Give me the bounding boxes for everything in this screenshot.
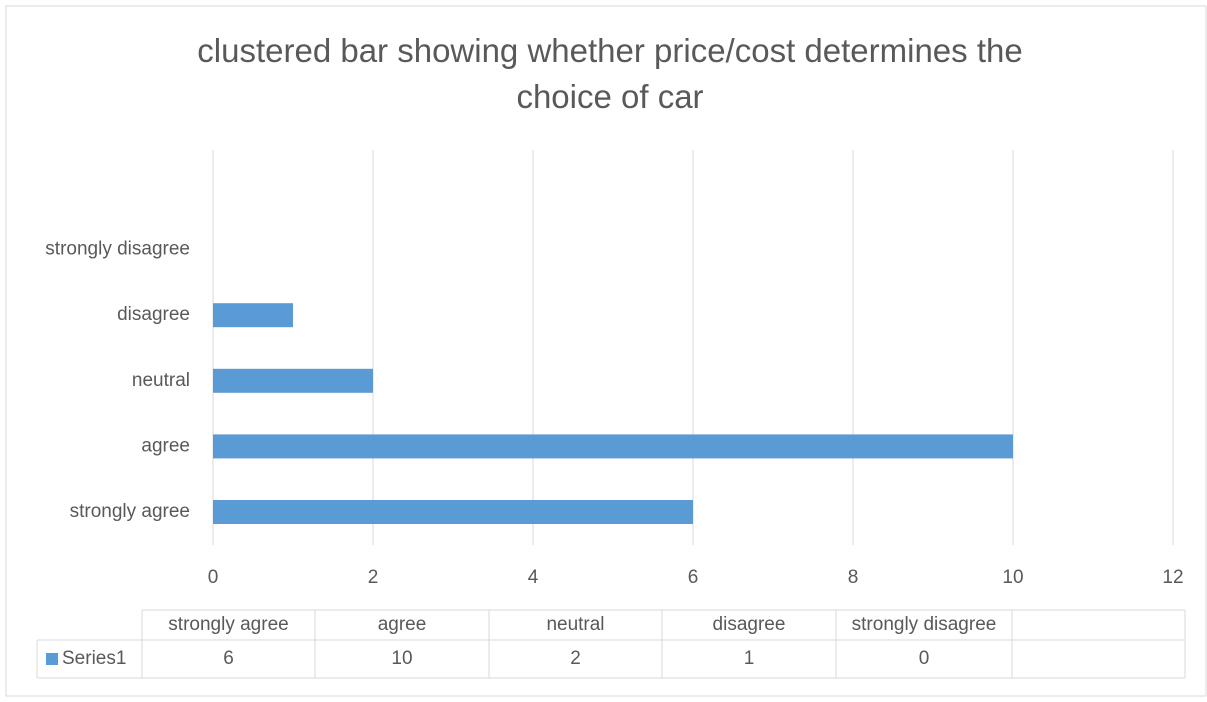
y-tick-label: strongly disagree (45, 239, 190, 260)
bar (213, 368, 373, 393)
table-value: 2 (570, 648, 581, 669)
table-header: strongly disagree (852, 614, 997, 635)
bar (213, 303, 293, 328)
table-value: 0 (919, 648, 930, 669)
table-header: strongly agree (168, 614, 288, 635)
y-tick-label: disagree (117, 304, 190, 325)
x-tick-label: 10 (1002, 567, 1023, 588)
table-value: 10 (391, 648, 412, 669)
table-value: 1 (744, 648, 755, 669)
table-header: agree (378, 614, 427, 635)
x-tick-label: 12 (1162, 567, 1183, 588)
y-tick-label: neutral (132, 370, 190, 391)
x-tick-label: 8 (848, 567, 859, 588)
x-tick-label: 4 (528, 567, 539, 588)
y-tick-label: agree (141, 435, 190, 456)
table-value: 6 (223, 648, 234, 669)
x-tick-label: 6 (688, 567, 699, 588)
x-tick-label: 2 (368, 567, 379, 588)
bar (213, 434, 1013, 459)
table-header: disagree (713, 614, 786, 635)
x-tick-label: 0 (208, 567, 219, 588)
bar (213, 500, 693, 524)
chart-frame (5, 5, 1207, 697)
table-header: neutral (546, 614, 604, 635)
legend-label: Series1 (62, 648, 126, 669)
chart-title: clustered bar showing whether price/cost… (197, 32, 1023, 115)
legend-key (46, 653, 58, 665)
y-tick-label: strongly agree (70, 501, 190, 522)
